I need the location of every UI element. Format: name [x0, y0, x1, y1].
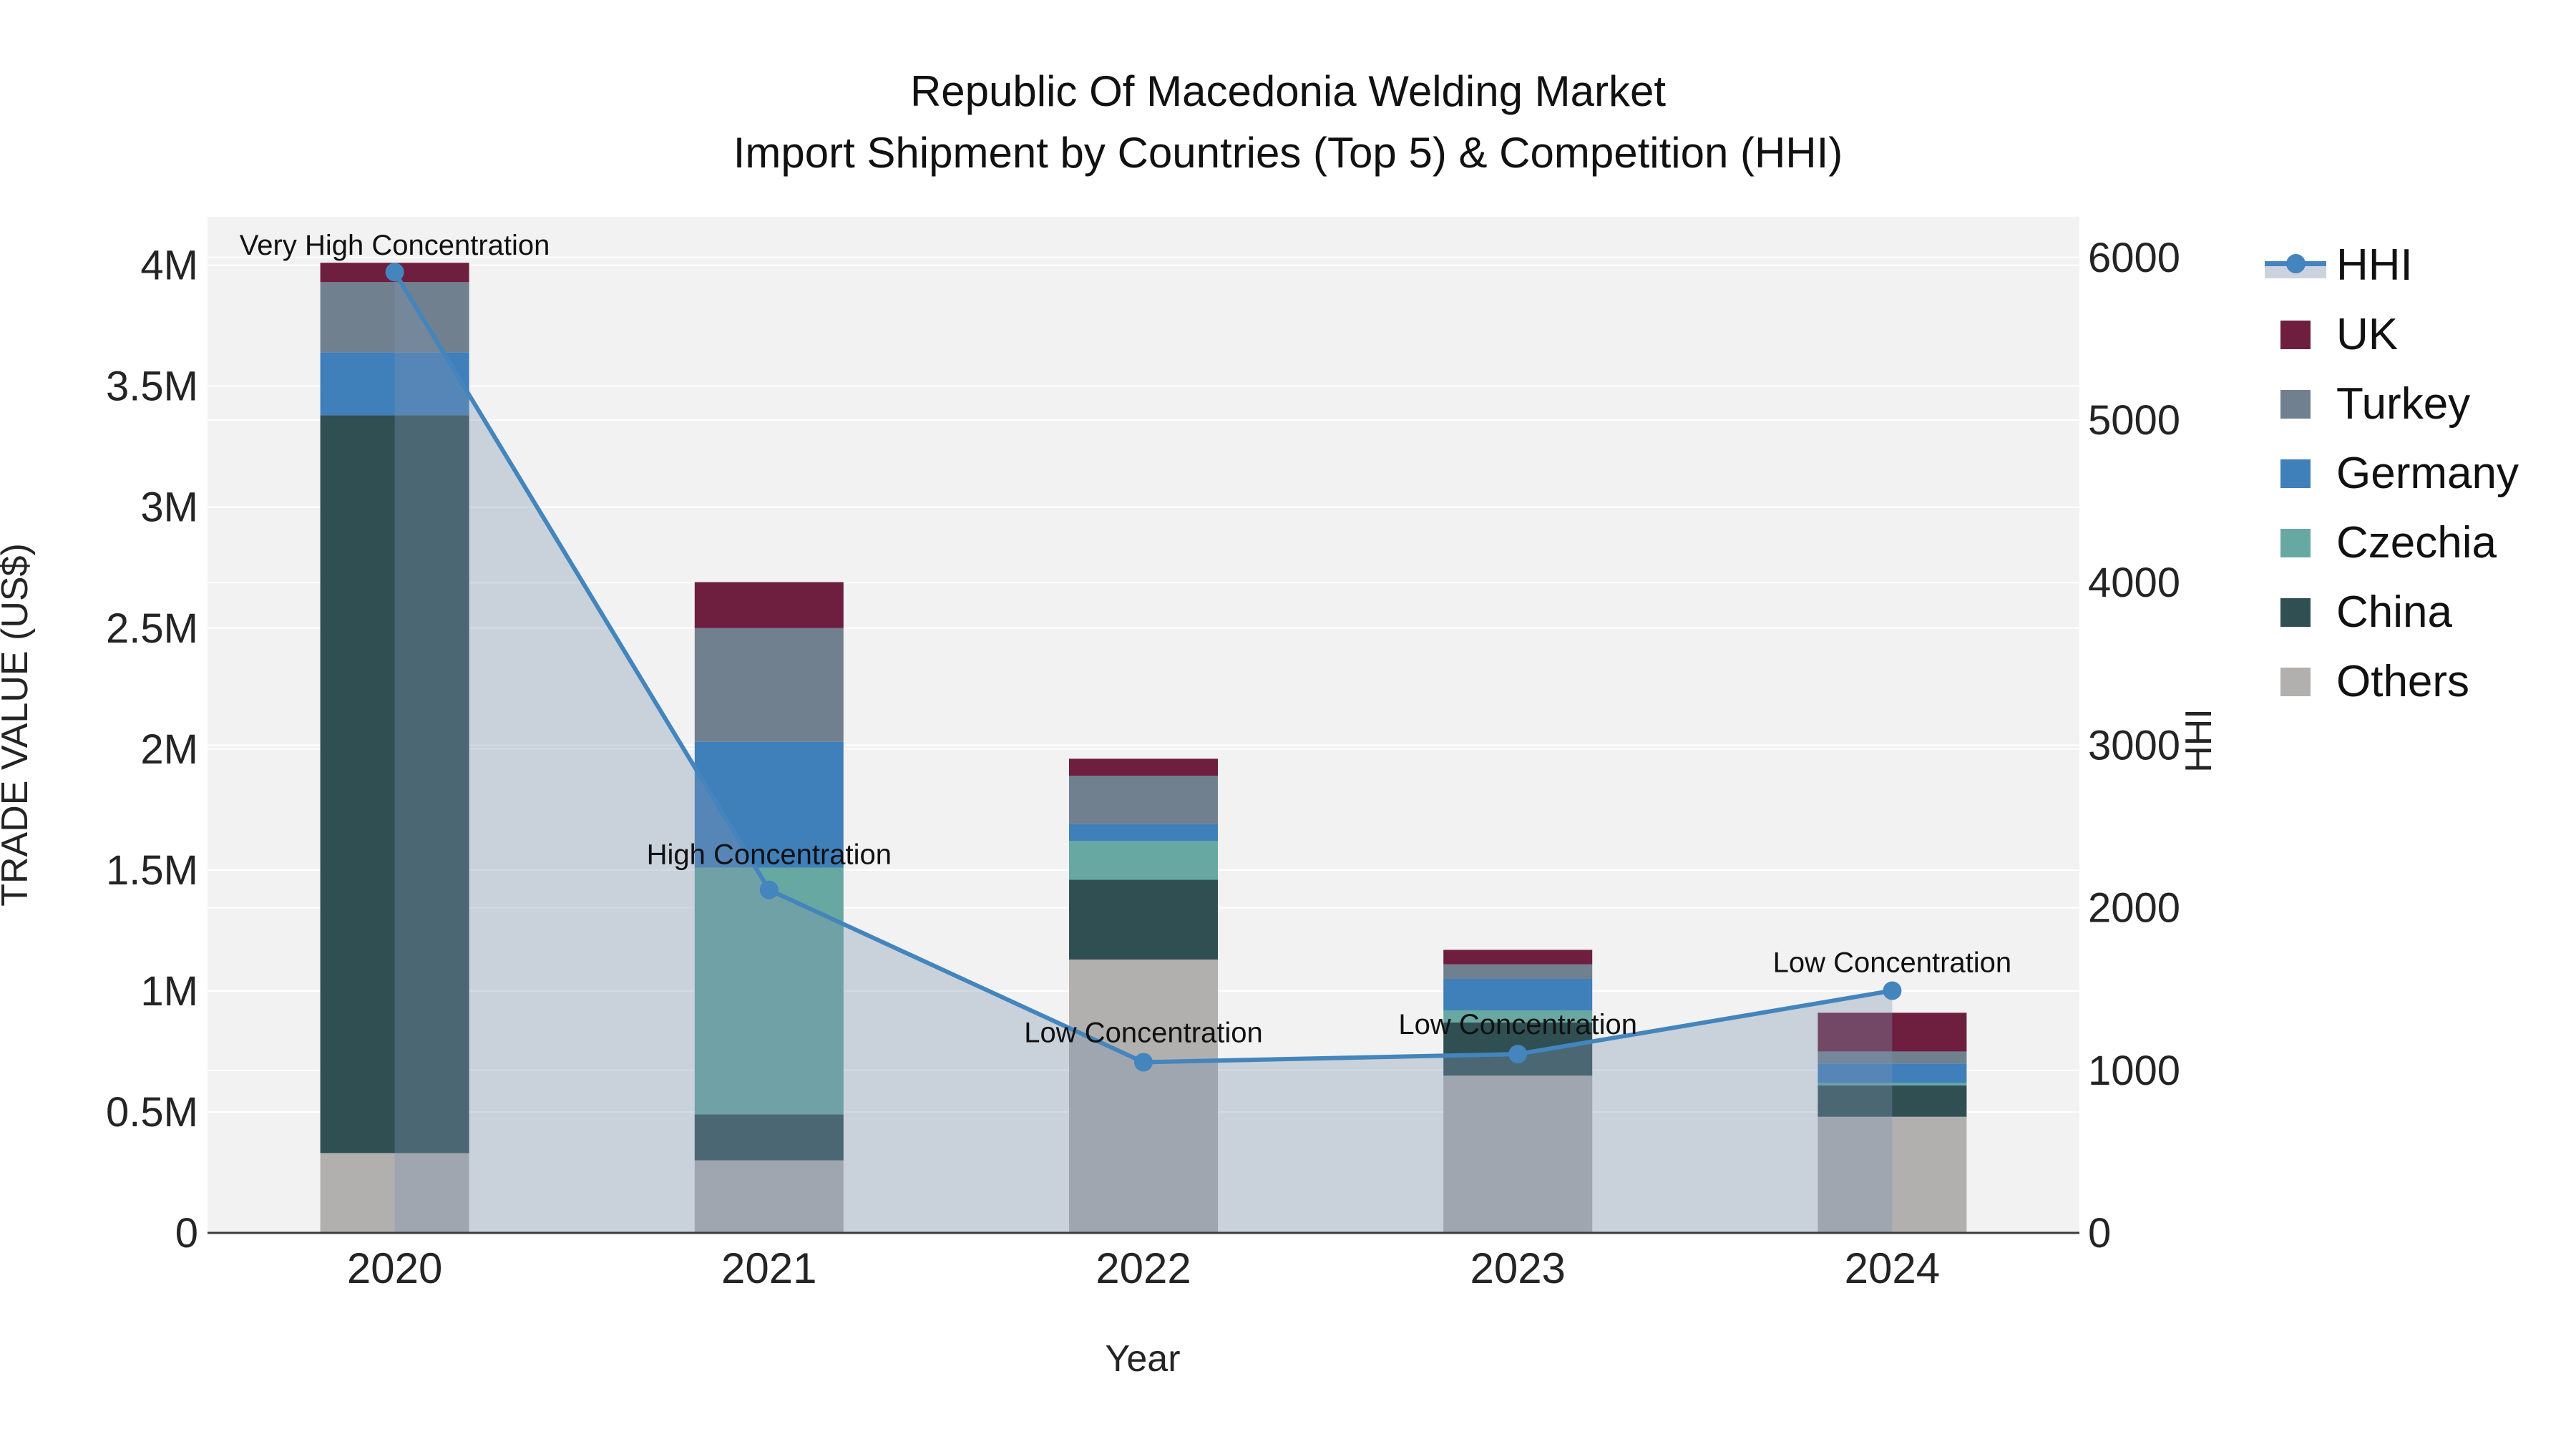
bar-segment-2023-turkey[interactable]: [1443, 964, 1593, 979]
legend-item-turkey[interactable]: Turkey: [2265, 369, 2519, 439]
y-left-tick-label: 0.5M: [106, 1089, 198, 1136]
x-tick-label-2021: 2021: [721, 1244, 816, 1292]
legend-item-czechia[interactable]: Czechia: [2265, 508, 2519, 577]
chart-subtitle: Import Shipment by Countries (Top 5) & C…: [733, 129, 1843, 177]
y-right-tick-label: 6000: [2088, 235, 2180, 281]
legend-label: HHI: [2336, 240, 2413, 290]
hhi-point-2022[interactable]: [1134, 1053, 1153, 1072]
bar-segment-2023-czechia[interactable]: [1443, 1010, 1593, 1023]
bar-segment-2020-turkey[interactable]: [320, 282, 469, 353]
legend-swatch-china: [2280, 597, 2311, 627]
y-left-tick-label: 3.5M: [106, 364, 198, 410]
chart-title: Republic Of Macedonia Welding Market: [909, 67, 1667, 115]
bar-segment-2021-uk[interactable]: [694, 582, 844, 628]
annotation-2024: Low Concentration: [1773, 947, 2012, 978]
bar-segment-2021-czechia[interactable]: [694, 867, 844, 1115]
legend-label: Germany: [2336, 449, 2519, 498]
legend-label: UK: [2336, 310, 2399, 359]
hhi-line-icon: [2265, 251, 2326, 280]
y-left-tick-label: 0: [175, 1210, 198, 1257]
x-axis-title: Year: [1105, 1338, 1180, 1380]
bar-segment-2022-china[interactable]: [1069, 879, 1218, 960]
y-right-tick-label: 3000: [2088, 722, 2180, 769]
annotation-2021: High Concentration: [647, 839, 892, 871]
bar-segment-2023-others[interactable]: [1443, 1075, 1593, 1233]
y-right-axis-title: HHI: [2178, 708, 2220, 773]
legend-label: China: [2336, 587, 2452, 637]
annotation-2022: Low Concentration: [1024, 1017, 1263, 1048]
y-right-tick-label: 0: [2088, 1210, 2111, 1257]
legend-item-china[interactable]: China: [2265, 577, 2519, 647]
y-right-tick-label: 5000: [2088, 397, 2180, 444]
x-tick-label-2024: 2024: [1845, 1244, 1940, 1292]
y-left-tick-label: 1M: [140, 968, 198, 1015]
y-left-tick-label: 2.5M: [106, 605, 198, 652]
bar-segment-2021-turkey[interactable]: [694, 628, 844, 742]
bar-segment-2024-turkey[interactable]: [1818, 1051, 1967, 1064]
y-right-tick-label: 1000: [2088, 1048, 2180, 1094]
bar-segment-2022-turkey[interactable]: [1069, 776, 1218, 824]
hhi-area-fill: [394, 272, 1893, 1233]
bar-segment-2022-czechia[interactable]: [1069, 841, 1218, 880]
bar-segment-2021-others[interactable]: [694, 1160, 844, 1233]
bar-segment-2022-germany[interactable]: [1069, 824, 1218, 841]
legend-swatch-others: [2280, 667, 2311, 696]
y-left-tick-label: 2M: [140, 726, 198, 773]
bar-segment-2024-uk[interactable]: [1818, 1013, 1967, 1052]
hhi-point-2020[interactable]: [385, 263, 404, 282]
bar-segment-2022-uk[interactable]: [1069, 758, 1218, 776]
x-tick-label-2020: 2020: [347, 1244, 442, 1292]
annotation-2020: Very High Concentration: [240, 230, 550, 261]
y-left-tick-label: 4M: [140, 243, 198, 289]
bar-segment-2020-china[interactable]: [320, 415, 469, 1153]
hhi-point-2021[interactable]: [759, 880, 779, 899]
legend-label: Turkey: [2336, 379, 2471, 429]
bar-segment-2024-others[interactable]: [1818, 1116, 1967, 1233]
bar-segment-2024-czechia[interactable]: [1818, 1083, 1967, 1085]
bar-segment-2023-uk[interactable]: [1443, 950, 1593, 965]
legend-item-others[interactable]: Others: [2265, 647, 2519, 716]
bar-segment-2022-others[interactable]: [1069, 959, 1218, 1233]
legend-label: Others: [2336, 657, 2470, 706]
legend-item-hhi[interactable]: HHI: [2265, 230, 2519, 300]
y-right-tick-label: 2000: [2088, 885, 2180, 932]
bar-segment-2024-china[interactable]: [1818, 1085, 1967, 1117]
y-left-tick-label: 1.5M: [106, 847, 198, 894]
hhi-point-2023[interactable]: [1508, 1045, 1528, 1064]
bar-segment-2024-germany[interactable]: [1818, 1063, 1967, 1083]
hhi-point-2024[interactable]: [1883, 981, 1902, 1000]
annotation-2023: Low Concentration: [1398, 1009, 1637, 1040]
legend-item-uk[interactable]: UK: [2265, 300, 2519, 369]
legend-item-germany[interactable]: Germany: [2265, 439, 2519, 508]
bar-segment-2023-germany[interactable]: [1443, 979, 1593, 1010]
legend-label: Czechia: [2336, 518, 2497, 567]
legend-swatch-czechia: [2280, 528, 2311, 557]
bar-segment-2021-china[interactable]: [694, 1114, 844, 1161]
legend: HHI UK Turkey Germany Czechia China Others: [2265, 230, 2519, 716]
x-tick-label-2022: 2022: [1096, 1244, 1191, 1292]
bar-segment-2020-others[interactable]: [320, 1153, 469, 1233]
legend-swatch-germany: [2280, 459, 2311, 488]
legend-swatch-turkey: [2280, 389, 2311, 419]
y-left-axis-title: TRADE VALUE (US$): [0, 543, 36, 907]
x-tick-label-2023: 2023: [1470, 1244, 1565, 1292]
y-left-tick-label: 3M: [140, 484, 198, 531]
y-right-tick-label: 4000: [2088, 560, 2180, 606]
legend-swatch-uk: [2280, 320, 2311, 349]
bar-segment-2020-germany[interactable]: [320, 352, 469, 416]
